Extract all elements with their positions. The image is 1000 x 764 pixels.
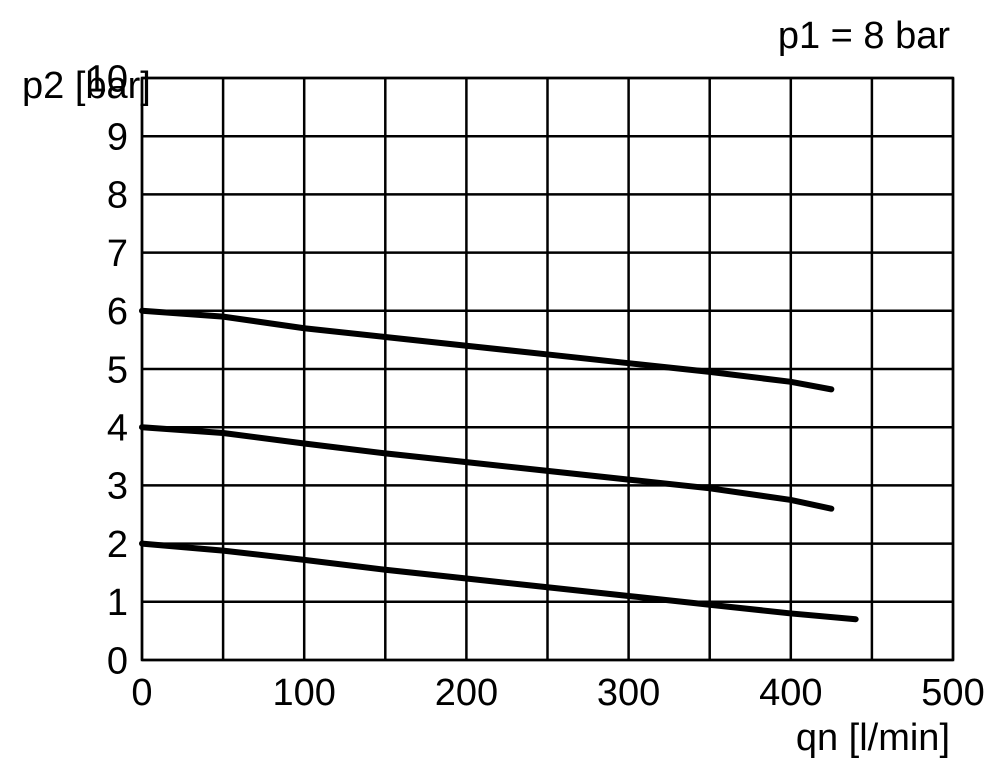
y-tick-label: 4 — [107, 408, 128, 450]
x-tick-label: 300 — [597, 672, 660, 714]
y-tick-label: 0 — [107, 640, 128, 682]
y-tick-label: 9 — [107, 117, 128, 159]
y-tick-label: 7 — [107, 233, 128, 275]
x-tick-label: 0 — [131, 672, 152, 714]
y-tick-label: 2 — [107, 524, 128, 566]
y-tick-label: 6 — [107, 291, 128, 333]
x-tick-label: 500 — [921, 672, 984, 714]
x-tick-label: 400 — [759, 672, 822, 714]
x-tick-label: 200 — [435, 672, 498, 714]
chart-background — [0, 0, 1000, 764]
chart-svg: 0100200300400500012345678910p2 [bar]qn [… — [0, 0, 1000, 764]
pressure-flow-chart: 0100200300400500012345678910p2 [bar]qn [… — [0, 0, 1000, 764]
y-tick-label: 1 — [107, 582, 128, 624]
x-axis-label: qn [l/min] — [796, 717, 950, 759]
y-tick-label: 8 — [107, 175, 128, 217]
annotation-p1: p1 = 8 bar — [778, 15, 951, 57]
y-axis-label: p2 [bar] — [22, 65, 151, 107]
y-tick-label: 5 — [107, 349, 128, 391]
x-tick-label: 100 — [272, 672, 335, 714]
y-tick-label: 3 — [107, 466, 128, 508]
